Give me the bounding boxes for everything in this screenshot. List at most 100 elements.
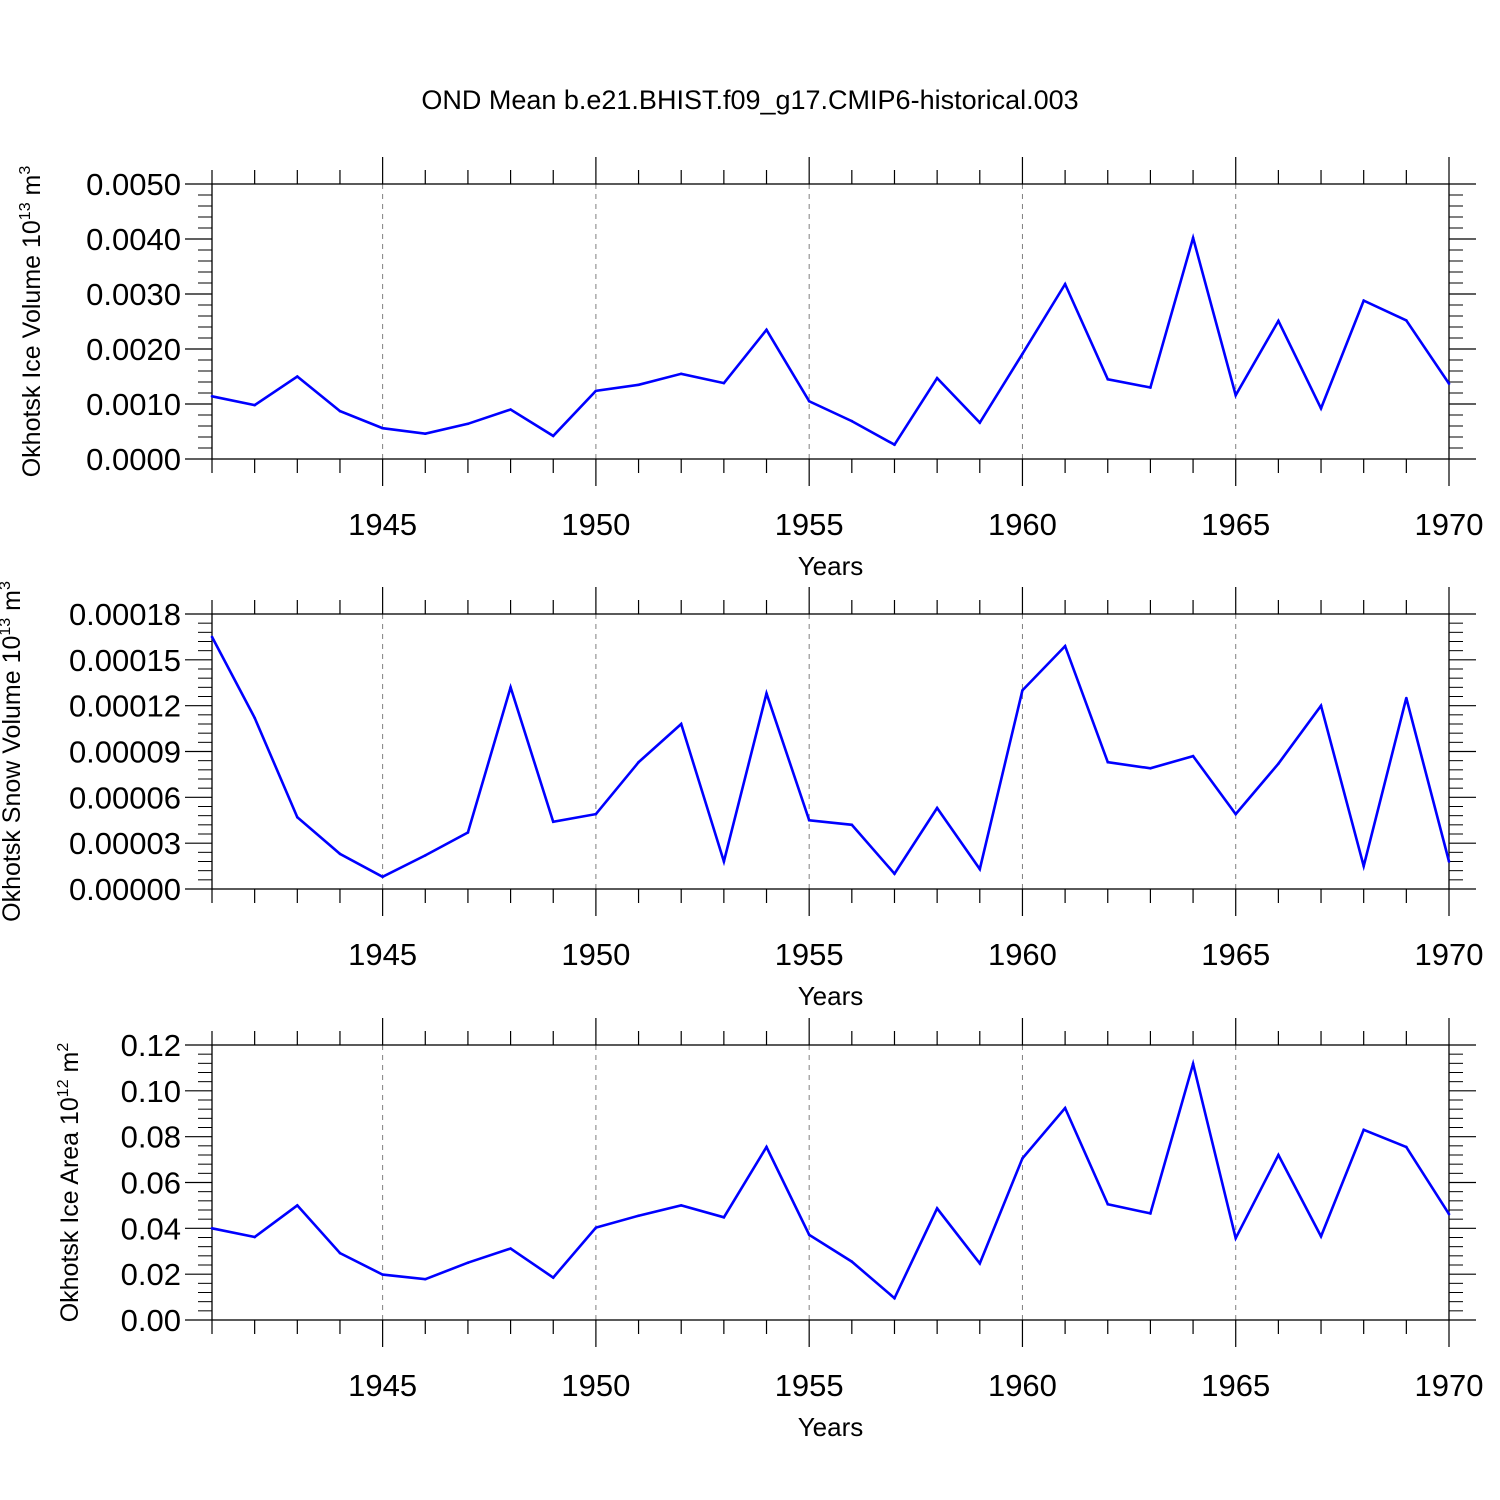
data-point [850,1260,854,1263]
data-point [551,820,555,824]
data-point [1149,1212,1152,1215]
x-axis-label: Years [798,981,864,1011]
data-point [296,815,299,819]
y-tick-label: 0.00018 [69,597,181,632]
x-axis-label: Years [798,551,864,581]
data-point [722,1216,726,1219]
data-point [1106,760,1110,764]
data-point [679,722,683,726]
data-point [978,1262,982,1265]
data-point [423,1277,427,1281]
data-point [893,1296,896,1300]
x-tick-label: 1960 [988,1368,1057,1403]
data-point [1319,1235,1323,1238]
y-tick-label: 0.00003 [69,826,181,861]
data-point [1405,1145,1408,1149]
y-axis-label-text: Okhotsk Snow Volume 10 [0,636,26,922]
data-point [935,1207,939,1210]
data-point [381,875,384,879]
data-point [1447,860,1451,863]
data-point [1021,689,1024,692]
data-point [1021,352,1024,356]
y-axis-label-unit: m [56,1052,84,1080]
data-point [637,383,640,387]
data-point [807,1233,811,1237]
data-point [296,1204,299,1207]
y-axis-label-exponent: 13 [17,202,34,220]
data-point [978,421,982,425]
data-point [1063,644,1067,648]
plot-frame [211,613,1450,890]
x-tick-label: 1945 [348,507,417,542]
x-tick-label: 1960 [988,937,1057,972]
data-point [1362,1128,1365,1132]
data-point [338,852,342,856]
x-tick-label: 1950 [561,1368,630,1403]
x-tick-label: 1965 [1201,507,1270,542]
data-point [338,409,342,413]
y-axis-label-text: Okhotsk Ice Area 10 [56,1097,84,1322]
x-axis-label: Years [798,1412,864,1442]
x-tick-label: 1955 [775,937,844,972]
data-point [338,1251,342,1255]
series-line [211,233,1451,447]
y-tick-label: 0.04 [121,1211,181,1246]
data-point [1319,407,1323,410]
data-point [253,403,256,407]
data-point [637,760,640,764]
y-tick-label: 0.00 [121,1303,181,1338]
y-tick-label: 0.0020 [86,332,181,367]
data-point [253,716,256,720]
y-axis-label: Okhotsk Ice Volume 1013 m3 [17,166,46,478]
data-point [594,812,598,816]
x-tick-label: 1950 [561,507,630,542]
data-point [1191,236,1195,240]
x-tick-label: 1945 [348,937,417,972]
x-tick-label: 1945 [348,1368,417,1403]
y-tick-label: 0.00000 [69,872,181,907]
data-point [935,806,939,810]
data-point [765,1145,768,1149]
x-tick-label: 1960 [988,507,1057,542]
data-point [253,1235,256,1239]
y-tick-label: 0.12 [121,1028,181,1063]
data-point [509,686,512,689]
plot-frame [211,183,1450,460]
data-point [296,375,299,378]
data-point [1106,1202,1110,1206]
data-point [1362,299,1365,302]
data-point [466,1261,470,1265]
data-point [594,389,598,393]
y-axis-label-unit: m [18,175,46,203]
data-point [1191,754,1195,758]
y-tick-label: 0.00006 [69,780,181,815]
series-line [210,636,1451,879]
data-point [978,867,982,871]
y-tick-label: 0.06 [121,1166,181,1201]
chart-title: OND Mean b.e21.BHIST.f09_g17.CMIP6-histo… [421,85,1078,115]
panel-1: 0.0000 0.0010 0.0020 0.0030 0.0040 0.0050 1945… [17,157,1483,581]
data-point [807,818,811,822]
data-point [1149,767,1152,770]
data-point [850,419,854,423]
data-point [850,823,854,827]
x-tick-label: 1955 [775,507,844,542]
data-point [1405,696,1408,700]
data-point [210,1227,214,1230]
data-point [551,1276,555,1279]
y-tick-label: 0.0030 [86,277,181,312]
data-point [594,1226,598,1229]
data-point [1277,1153,1280,1157]
data-point [893,872,896,876]
data-point [935,376,939,380]
y-axis-label-exponent: 12 [55,1079,72,1097]
data-point [551,434,555,438]
x-tick-label: 1965 [1201,1368,1270,1403]
y-tick-label: 0.0040 [86,222,181,257]
data-point [1405,319,1408,322]
x-tick-label: 1950 [561,937,630,972]
data-point [423,432,427,436]
data-point [679,1204,683,1207]
y-tick-label: 0.0050 [86,167,181,202]
